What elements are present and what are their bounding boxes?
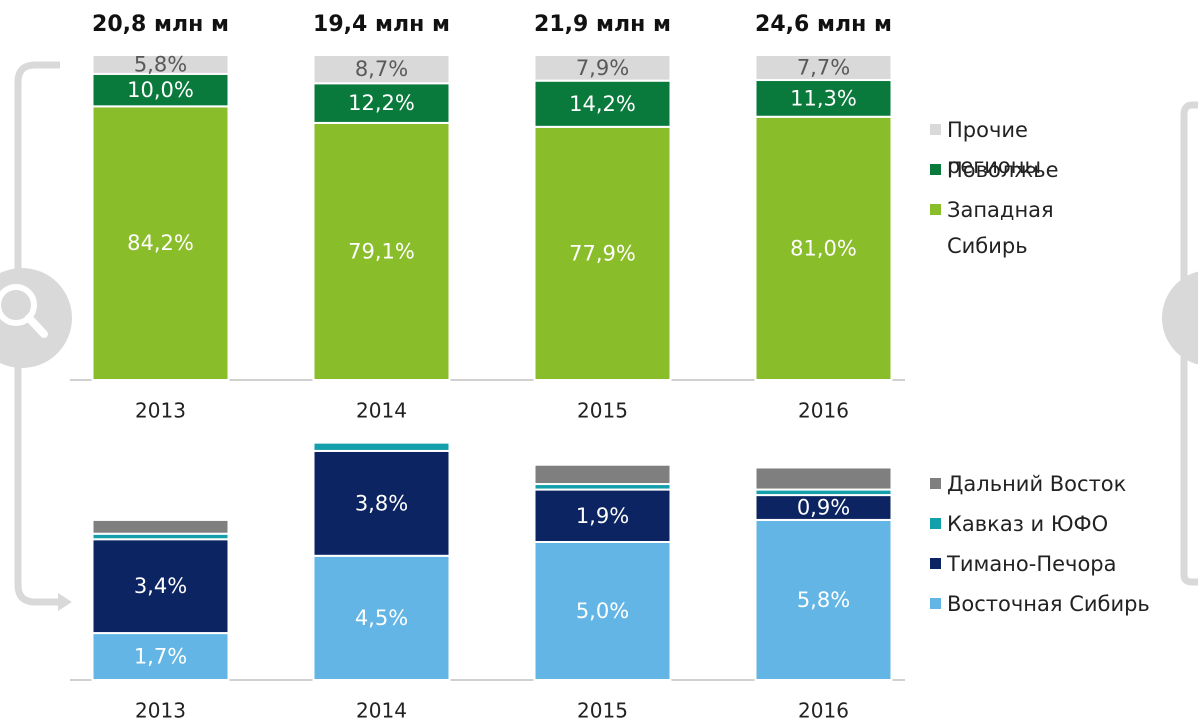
value-label: 5,0% bbox=[576, 599, 629, 623]
arrow-head bbox=[58, 593, 72, 611]
legend-label: Прочие регионы bbox=[947, 118, 1042, 178]
value-label: 4,5% bbox=[355, 606, 408, 630]
value-label: 5,8% bbox=[797, 588, 850, 612]
bar-segment bbox=[533, 463, 672, 486]
bar-segment bbox=[312, 449, 451, 557]
bar-segment bbox=[754, 466, 893, 491]
value-label: 12,2% bbox=[348, 91, 415, 115]
bar-segment bbox=[754, 115, 893, 381]
legend-label: Восточная Сибирь bbox=[947, 592, 1150, 616]
legend-label: Кавказ и ЮФО bbox=[947, 512, 1109, 536]
x-tick-label: 2014 bbox=[356, 399, 407, 423]
value-label: 84,2% bbox=[127, 231, 194, 255]
legend-item: Западная Сибирь bbox=[930, 192, 1190, 264]
legend-item: Поволжье bbox=[930, 152, 1190, 188]
legend-swatch bbox=[930, 124, 941, 135]
bar-segment bbox=[91, 518, 230, 535]
magnifier-icon bbox=[0, 284, 37, 326]
bar-segment bbox=[754, 494, 893, 521]
x-tick-label: 2015 bbox=[577, 699, 628, 721]
value-label: 5,8% bbox=[134, 52, 187, 76]
bar-segment bbox=[533, 54, 672, 82]
value-label: 1,7% bbox=[134, 645, 187, 669]
x-tick-label: 2013 bbox=[135, 399, 186, 423]
total-label: 20,8 млн м bbox=[92, 12, 229, 37]
legend-swatch bbox=[930, 518, 941, 529]
x-tick-label: 2014 bbox=[356, 699, 407, 721]
value-label: 81,0% bbox=[790, 236, 857, 260]
x-tick-label: 2013 bbox=[135, 699, 186, 721]
value-label: 11,3% bbox=[790, 86, 857, 110]
bar-segment bbox=[91, 54, 230, 75]
legend-swatch bbox=[930, 164, 941, 175]
value-label: 7,7% bbox=[797, 56, 850, 80]
bar-segment bbox=[754, 79, 893, 118]
legend-label: Западная Сибирь bbox=[947, 198, 1054, 258]
legend-label: Тимано-Печора bbox=[947, 552, 1117, 576]
value-label: 0,9% bbox=[797, 496, 850, 520]
total-label: 19,4 млн м bbox=[313, 12, 450, 37]
legend-item: Тимано-Печора bbox=[930, 546, 1190, 582]
value-label: 14,2% bbox=[569, 92, 636, 116]
bar-segment bbox=[91, 632, 230, 682]
legend-item: Кавказ и ЮФО bbox=[930, 506, 1190, 542]
legend-label: Поволжье bbox=[947, 158, 1059, 182]
legend-swatch bbox=[930, 558, 941, 569]
bar-segment bbox=[91, 105, 230, 381]
x-tick-label: 2015 bbox=[577, 399, 628, 423]
total-label: 21,9 млн м bbox=[534, 12, 671, 37]
legend-label: Дальний Восток bbox=[947, 472, 1127, 496]
value-label: 77,9% bbox=[569, 241, 636, 265]
value-label: 3,8% bbox=[355, 491, 408, 515]
magnifier-circle bbox=[0, 268, 72, 368]
value-label: 7,9% bbox=[576, 56, 629, 80]
legend-item: Восточная Сибирь bbox=[930, 586, 1190, 622]
value-label: 1,9% bbox=[576, 504, 629, 528]
legend-item: Прочие регионы bbox=[930, 112, 1190, 184]
bar-segment bbox=[754, 54, 893, 82]
magnifier-handle bbox=[25, 314, 48, 338]
legend-swatch bbox=[930, 598, 941, 609]
right-circle bbox=[1162, 271, 1198, 365]
x-tick-label: 2016 bbox=[798, 699, 849, 721]
legend-swatch bbox=[930, 478, 941, 489]
total-label: 24,6 млн м bbox=[755, 12, 892, 37]
bar-segment bbox=[533, 79, 672, 128]
bar-segment bbox=[91, 72, 230, 108]
bar-segment bbox=[533, 541, 672, 681]
bar-segment bbox=[312, 441, 451, 452]
bar-segment bbox=[312, 82, 451, 124]
legend-swatch bbox=[930, 204, 941, 215]
x-tick-label: 2016 bbox=[798, 399, 849, 423]
legend-item: Дальний Восток bbox=[930, 466, 1190, 502]
bar-segment bbox=[533, 125, 672, 381]
value-label: 8,7% bbox=[355, 57, 408, 81]
value-label: 79,1% bbox=[348, 239, 415, 263]
value-label: 3,4% bbox=[134, 574, 187, 598]
value-label: 10,0% bbox=[127, 78, 194, 102]
bar-segment bbox=[312, 554, 451, 681]
bar-segment bbox=[312, 121, 451, 382]
bar-segment bbox=[312, 54, 451, 85]
